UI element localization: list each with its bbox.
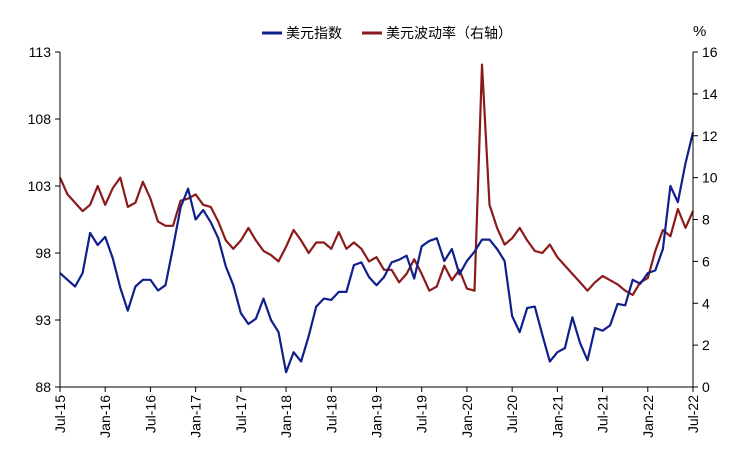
right-tick-label: 0 bbox=[702, 379, 710, 395]
left-tick-label: 113 bbox=[29, 44, 52, 60]
right-tick-label: 4 bbox=[702, 295, 710, 311]
x-tick-label: Jul-16 bbox=[142, 395, 158, 433]
left-tick-label: 108 bbox=[28, 111, 52, 127]
right-tick-label: 14 bbox=[702, 86, 718, 102]
left-tick-label: 98 bbox=[35, 245, 51, 261]
x-tick-label: Jan-20 bbox=[459, 395, 475, 438]
x-tick-label: Jul-20 bbox=[504, 395, 520, 433]
x-tick-label: Jul-18 bbox=[323, 395, 339, 433]
x-tick-label: Jul-19 bbox=[414, 395, 430, 433]
right-axis-unit: % bbox=[693, 23, 706, 40]
x-tick-label: Jul-17 bbox=[233, 395, 249, 433]
legend-label-vol: 美元波动率（右轴） bbox=[386, 25, 512, 42]
x-tick-label: Jul-22 bbox=[685, 395, 701, 433]
series-line-dxy bbox=[59, 132, 695, 374]
x-tick-label: Jan-16 bbox=[97, 395, 113, 438]
x-tick-label: Jan-21 bbox=[549, 395, 565, 438]
x-tick-label: Jan-18 bbox=[278, 395, 294, 438]
series-line-vol bbox=[58, 63, 695, 296]
legend: 美元指数 美元波动率（右轴） bbox=[262, 25, 512, 42]
x-tick-label: Jul-21 bbox=[595, 395, 611, 433]
x-tick-label: Jan-19 bbox=[369, 395, 385, 438]
right-tick-label: 8 bbox=[702, 212, 710, 228]
left-tick-label: 88 bbox=[35, 379, 51, 395]
legend-label-dxy: 美元指数 bbox=[286, 26, 342, 42]
left-tick-label: 93 bbox=[35, 312, 51, 328]
right-tick-label: 12 bbox=[702, 128, 718, 144]
right-tick-label: 2 bbox=[702, 337, 710, 353]
right-tick-label: 6 bbox=[702, 253, 710, 269]
right-tick-label: 10 bbox=[702, 170, 718, 186]
x-tick-label: Jan-17 bbox=[188, 395, 204, 438]
x-tick-label: Jul-15 bbox=[52, 395, 68, 433]
left-tick-label: 103 bbox=[28, 178, 52, 194]
x-tick-label: Jan-22 bbox=[640, 395, 656, 438]
right-tick-label: 16 bbox=[702, 44, 718, 60]
